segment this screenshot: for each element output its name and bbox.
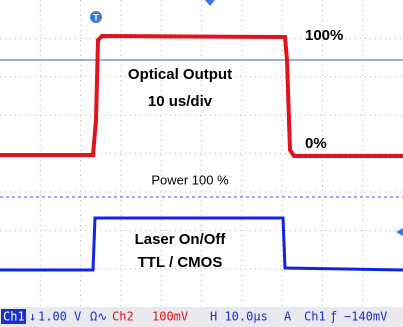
top-level-label: 100% <box>305 27 343 44</box>
horizontal-scale: H 10.0µs <box>210 310 268 324</box>
power-label: Power 100 % <box>151 172 229 187</box>
signal-label: Optical Output <box>128 66 232 83</box>
slope-icon: ƒ <box>330 310 337 324</box>
trigger-marker-glyph: T <box>93 12 99 22</box>
ch1-label: Ch1 <box>3 310 25 324</box>
coupling-icon: ↓ <box>29 310 36 324</box>
bottom-level-label: 0% <box>305 135 327 152</box>
trigger-source: Ch1 <box>304 310 326 324</box>
timebase-label: 10 us/div <box>148 93 213 110</box>
logic-label: TTL / CMOS <box>138 254 223 271</box>
scope-screen: T 100% Optical Output 10 us/div 0% Power… <box>0 0 403 327</box>
ch2-scale: 100mV <box>152 310 188 324</box>
trigger-level: −140mV <box>344 310 387 324</box>
trigger-name-label: Laser On/Off <box>135 231 227 248</box>
ch1-scale: 1.00 V <box>38 310 81 324</box>
scope-display: T 100% Optical Output 10 us/div 0% Power… <box>0 0 403 327</box>
ch2-label: Ch2 <box>112 310 134 324</box>
impedance-icon: Ω∿ <box>90 310 107 324</box>
acq-mode: A <box>284 310 292 324</box>
